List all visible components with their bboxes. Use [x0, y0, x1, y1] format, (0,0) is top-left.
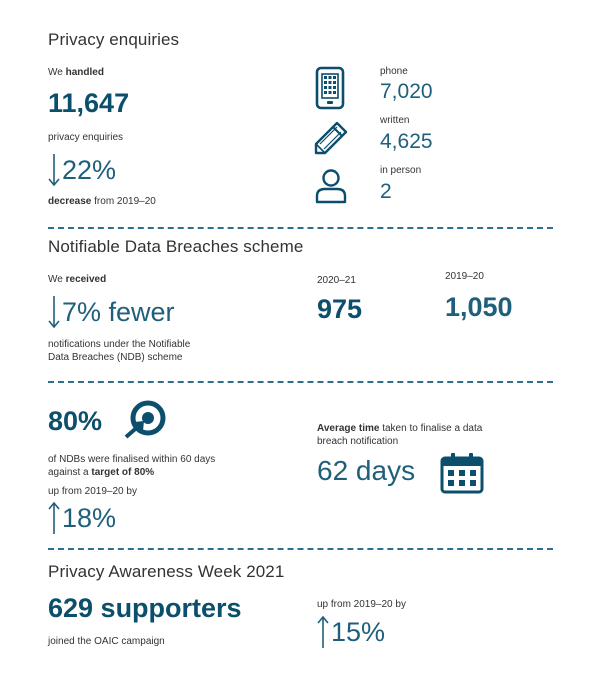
year-a-value: 975 — [317, 294, 363, 324]
received-pre: We — [48, 274, 66, 285]
finalised-desc: of NDBs were finalised within 60 days ag… — [48, 453, 215, 479]
channel-written-label: written — [380, 115, 410, 126]
received-caption: We received — [48, 273, 106, 286]
enquiries-change: 22% — [48, 152, 116, 188]
privacy-enquiries-title: Privacy enquiries — [48, 30, 180, 49]
finalised-up: 18% — [48, 500, 116, 536]
year-b-value: 1,050 — [445, 292, 513, 322]
target-icon — [124, 400, 166, 439]
paw-up-value: 15% — [331, 617, 386, 647]
ndb-change-label-line1: notifications under the Notifiable — [48, 339, 191, 350]
avg-time-line2: breach notification — [317, 436, 399, 447]
person-icon — [315, 169, 347, 204]
channel-phone-label: phone — [380, 66, 408, 77]
avg-time-line1: Average time taken to finalise a data — [317, 422, 482, 435]
divider-2 — [48, 381, 553, 383]
avg-time-caption: Average time taken to finalise a data br… — [317, 422, 482, 448]
finalised-desc-line2: against a target of 80% — [48, 466, 215, 479]
handled-caption: We handled — [48, 66, 104, 79]
avg-time-value: 62 days — [317, 455, 416, 486]
year-b-label: 2019–20 — [445, 271, 484, 282]
finalised-desc-line1: of NDBs were finalised within 60 days — [48, 454, 216, 465]
received-bold: received — [65, 274, 107, 285]
finalised-desc-pre: against a — [48, 467, 92, 478]
channel-phone-value: 7,020 — [380, 80, 433, 103]
decrease-bold: decrease — [48, 196, 92, 207]
pencil-icon — [314, 121, 348, 155]
finalised-percent: 80% — [48, 406, 103, 436]
avg-time-bold: Average time — [317, 423, 380, 434]
paw-title: Privacy Awareness Week 2021 — [48, 562, 285, 581]
decrease-rest: from 2019–20 — [91, 196, 156, 207]
paw-up: 15% — [317, 614, 385, 650]
finalised-target-bold: target of 80% — [91, 467, 155, 478]
paw-supporters: 629 supporters — [48, 593, 242, 623]
ndb-change-label: notifications under the Notifiable Data … — [48, 338, 190, 364]
avg-time-rest: taken to finalise a data — [379, 423, 483, 434]
handled-pre: We — [48, 67, 66, 78]
enquiries-change-label: decrease from 2019–20 — [48, 195, 156, 208]
ndb-change-value: 7% fewer — [62, 297, 175, 327]
phone-icon — [315, 66, 345, 110]
channel-written-value: 4,625 — [380, 130, 433, 153]
divider-1 — [48, 227, 553, 229]
arrow-up-icon — [48, 501, 60, 534]
arrow-up-icon — [317, 615, 329, 648]
enquiries-total: 11,647 — [48, 88, 130, 118]
finalised-up-label: up from 2019–20 by — [48, 486, 137, 497]
calendar-icon — [440, 453, 484, 494]
ndb-change-label-line2: Data Breaches (NDB) scheme — [48, 352, 183, 363]
channel-in-person-value: 2 — [380, 180, 392, 203]
paw-supporters-label: joined the OAIC campaign — [48, 636, 165, 647]
paw-up-label: up from 2019–20 by — [317, 599, 406, 610]
finalised-up-value: 18% — [62, 503, 117, 533]
divider-3 — [48, 548, 553, 550]
arrow-down-icon — [48, 154, 60, 187]
enquiries-total-label: privacy enquiries — [48, 132, 124, 143]
arrow-down-icon — [48, 296, 60, 329]
year-a-label: 2020–21 — [317, 275, 356, 286]
handled-bold: handled — [65, 67, 104, 78]
ndb-change: 7% fewer — [48, 294, 175, 330]
enquiries-change-value: 22% — [62, 155, 117, 185]
channel-in-person-label: in person — [380, 165, 422, 176]
ndb-title: Notifiable Data Breaches scheme — [48, 237, 304, 256]
